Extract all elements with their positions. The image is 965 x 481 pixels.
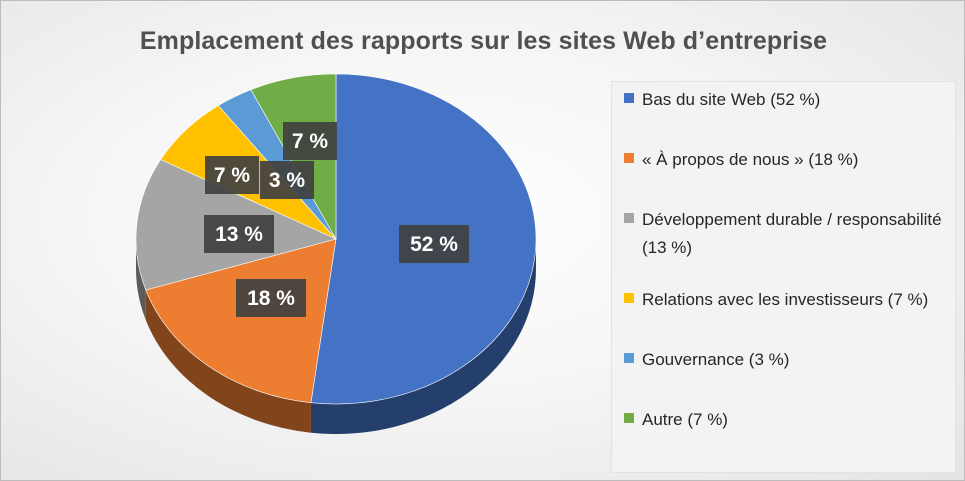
pie-side-developpement-durable: [136, 239, 146, 320]
legend-swatch: [624, 93, 634, 103]
svg-text:7 %: 7 %: [292, 130, 329, 153]
legend-item-developpement-durable: Développement durable / responsabilité (…: [624, 206, 954, 262]
data-label-autre: 7 %: [283, 122, 337, 160]
legend-swatch: [624, 353, 634, 363]
svg-text:18 %: 18 %: [247, 287, 295, 310]
legend-swatch: [624, 153, 634, 163]
svg-text:52 %: 52 %: [410, 233, 458, 256]
pie-side-a-propos: [145, 289, 311, 433]
legend-label: Gouvernance (3 %): [642, 350, 790, 369]
svg-text:13 %: 13 %: [215, 223, 263, 246]
legend-item-autre: Autre (7 %): [624, 406, 954, 434]
legend-item-gouvernance: Gouvernance (3 %): [624, 346, 954, 374]
legend-swatch: [624, 413, 634, 423]
legend-label: Développement durable / responsabilité (…: [642, 210, 942, 257]
svg-text:7 %: 7 %: [214, 164, 251, 187]
data-label-a-propos: 18 %: [236, 279, 306, 317]
pie-side-bas-du-site: [310, 239, 536, 434]
legend-swatch: [624, 293, 634, 303]
legend-label: « À propos de nous » (18 %): [642, 150, 859, 169]
svg-text:3 %: 3 %: [269, 169, 306, 192]
chart-title: Emplacement des rapports sur les sites W…: [139, 27, 828, 55]
legend-label: Bas du site Web (52 %): [642, 90, 821, 109]
legend-label: Relations avec les investisseurs (7 %): [642, 290, 929, 309]
legend-item-bas-du-site: Bas du site Web (52 %): [624, 86, 954, 114]
legend-item-relations-investisseurs: Relations avec les investisseurs (7 %): [624, 286, 954, 314]
legend-swatch: [624, 213, 634, 223]
data-label-relations-investisseurs: 7 %: [205, 156, 259, 194]
data-label-bas-du-site: 52 %: [399, 225, 469, 263]
legend-item-a-propos: « À propos de nous » (18 %): [624, 146, 954, 174]
legend-label: Autre (7 %): [642, 410, 728, 429]
data-label-gouvernance: 3 %: [260, 161, 314, 199]
chart-legend: Bas du site Web (52 %) « À propos de nous…: [611, 81, 956, 473]
data-label-developpement-durable: 13 %: [204, 215, 274, 253]
